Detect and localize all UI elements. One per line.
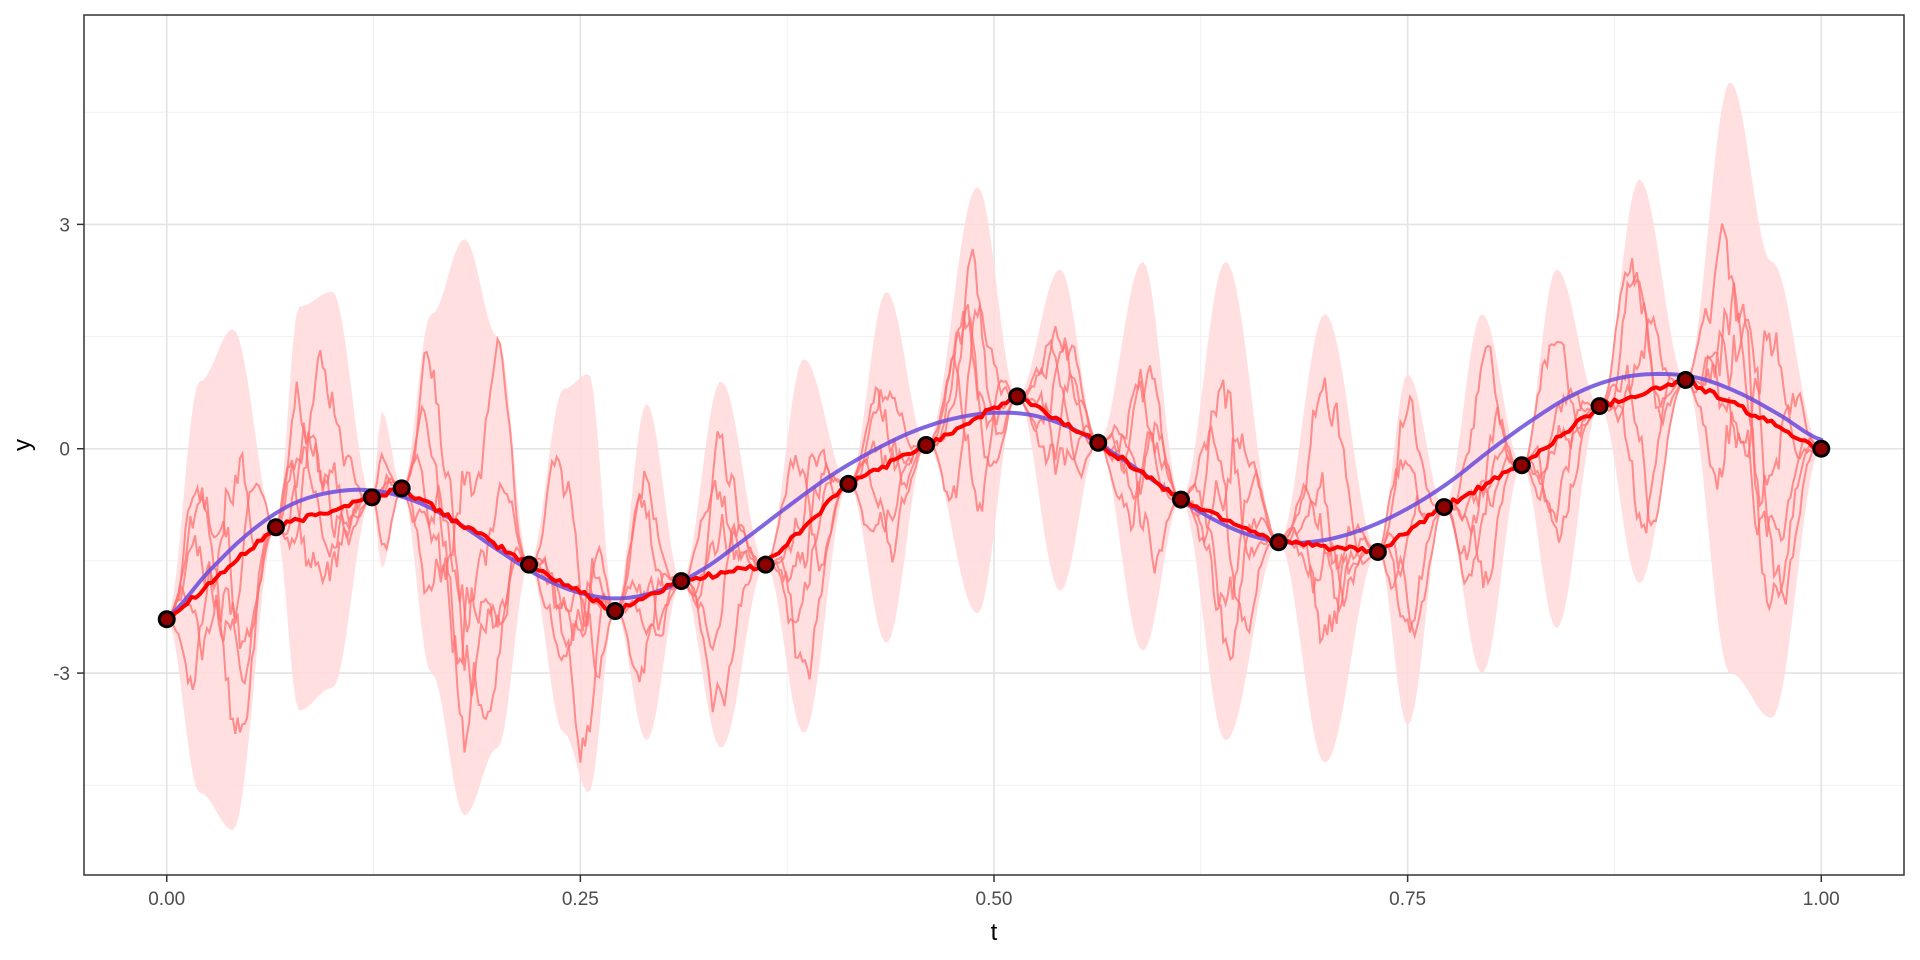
x-tick-label: 1.00	[1803, 889, 1840, 910]
observation-point-overlay	[759, 558, 772, 571]
observations-layer	[157, 370, 1831, 629]
observation-point-overlay	[395, 482, 408, 495]
x-axis-title: t	[991, 919, 998, 946]
y-axis: -3 0 3	[53, 215, 84, 685]
confidence-band-layer	[166, 83, 1822, 831]
observation-point-overlay	[675, 575, 688, 588]
observation-point-overlay	[609, 605, 622, 618]
sample-path	[166, 258, 1822, 753]
observation-point-overlay	[1679, 373, 1692, 386]
observation-point-overlay	[269, 521, 282, 534]
observation-point-overlay	[1515, 459, 1528, 472]
y-tick-label: 0	[59, 440, 70, 461]
observation-point-overlay	[523, 558, 536, 571]
observation-point-overlay	[1092, 436, 1105, 449]
observation-point-overlay	[920, 439, 933, 451]
observation-point-overlay	[1815, 442, 1828, 455]
y-tick-label: -3	[53, 664, 70, 685]
x-tick-label: 0.00	[148, 889, 185, 910]
observation-point-overlay	[1438, 501, 1451, 514]
x-axis: 0.00 0.25 0.50 0.75 1.00	[148, 875, 1840, 910]
observation-point-overlay	[1174, 493, 1187, 506]
observation-point-overlay	[160, 613, 173, 626]
y-tick-label: 3	[59, 215, 70, 236]
mean-line	[166, 376, 1823, 622]
observation-point-overlay	[1593, 400, 1606, 413]
observation-point-overlay	[365, 491, 378, 504]
observation-point-overlay	[1272, 536, 1285, 549]
observation-point-overlay	[1371, 545, 1384, 558]
x-tick-label: 0.25	[562, 889, 599, 910]
x-tick-label: 0.75	[1389, 889, 1426, 910]
observation-point-overlay	[1011, 390, 1024, 403]
mean-layer	[166, 376, 1823, 622]
confidence-band	[166, 83, 1822, 831]
y-axis-title: y	[9, 439, 36, 451]
x-tick-label: 0.50	[976, 889, 1013, 910]
observation-point-overlay	[842, 477, 855, 490]
